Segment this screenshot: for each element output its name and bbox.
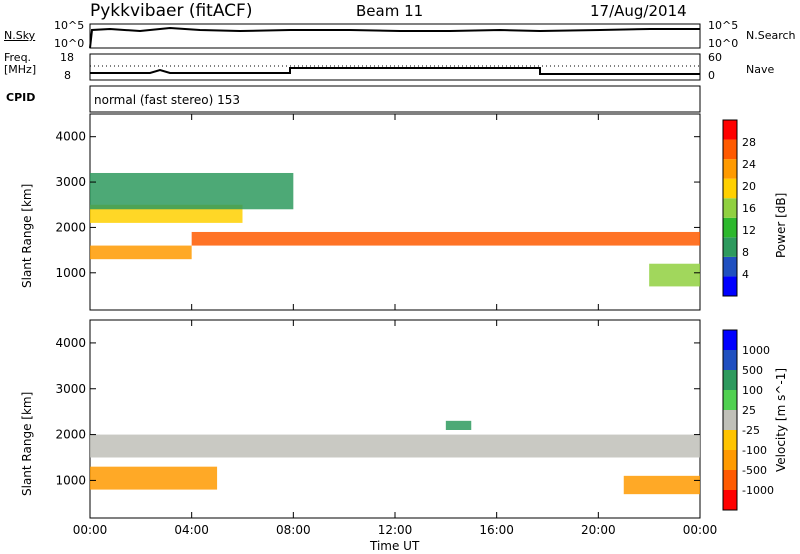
nsearch-tick-low: 10^0	[708, 37, 739, 50]
nsky-tick-low: 10^0	[54, 37, 85, 50]
nsky-panel	[89, 23, 701, 49]
power-panel	[89, 113, 701, 311]
nsearch-label: N.Search	[746, 29, 796, 42]
power-cbar-tick: 16	[742, 202, 756, 215]
freq-label-1: Freq.	[4, 51, 32, 64]
velocity-cbar-tick: -25	[742, 424, 760, 437]
power-cbar-label: Power [dB]	[774, 192, 788, 258]
velocity-cbar-tick: -100	[742, 444, 767, 457]
vel-band-0	[90, 434, 700, 458]
velocity-cbar-tick: -1000	[742, 484, 774, 497]
power-band-1	[90, 245, 192, 260]
vel-band-3	[623, 475, 700, 495]
velocity-cbar-swatch	[723, 350, 737, 370]
xtick-label: 12:00	[378, 523, 413, 537]
vel-ytick-label: 3000	[55, 382, 86, 396]
power-ytick-label: 4000	[55, 130, 86, 144]
freq-tick-low: 8	[64, 69, 71, 82]
vel-band-2	[445, 420, 472, 430]
power-cbar-swatch	[723, 120, 737, 140]
velocity-cbar-swatch	[723, 330, 737, 350]
power-ylabel: Slant Range [km]	[20, 183, 34, 288]
velocity-cbar-label: Velocity [m s^-1]	[774, 367, 788, 472]
vel-ytick-label: 2000	[55, 428, 86, 442]
freq-trace	[90, 67, 700, 75]
xtick-label: 08:00	[276, 523, 311, 537]
date-title: 17/Aug/2014	[590, 2, 687, 20]
velocity-cbar-tick: 1000	[742, 344, 770, 357]
velocity-cbar-swatch	[723, 430, 737, 450]
vel-ytick-label: 4000	[55, 336, 86, 350]
nave-label: Nave	[746, 63, 775, 76]
velocity-cbar-swatch	[723, 470, 737, 490]
velocity-cbar-swatch	[723, 450, 737, 470]
velocity-cbar-swatch	[723, 390, 737, 410]
velocity-cbar-tick: 500	[742, 364, 763, 377]
cpid-mode: normal (fast stereo) 153	[94, 93, 241, 107]
power-band-3	[649, 263, 700, 287]
nave-tick-high: 60	[708, 51, 722, 64]
power-cbar-tick: 24	[742, 158, 756, 171]
power-cbar-tick: 20	[742, 180, 756, 193]
freq-tick-high: 18	[60, 51, 74, 64]
vel-band-1	[90, 466, 218, 490]
nsearch-tick-high: 10^5	[708, 19, 739, 32]
nsky-label: N.Sky	[4, 29, 36, 42]
velocity-ylabel: Slant Range [km]	[20, 391, 34, 496]
xtick-label: 04:00	[174, 523, 209, 537]
power-ytick-label: 1000	[55, 266, 86, 280]
power-cbar-swatch	[723, 139, 737, 160]
power-cbar-tick: 12	[742, 224, 756, 237]
power-cbar-swatch	[723, 198, 737, 218]
nave-tick-low: 0	[708, 69, 715, 82]
velocity-heatmap	[90, 420, 700, 495]
velocity-cbar-tick: 100	[742, 384, 763, 397]
power-heatmap	[90, 172, 700, 287]
velocity-cbar-swatch	[723, 490, 737, 510]
power-cbar-swatch	[723, 178, 737, 199]
power-cbar-swatch	[723, 276, 737, 296]
power-band-4	[90, 172, 294, 210]
power-ytick-label: 3000	[55, 175, 86, 189]
xtick-label: 00:00	[683, 523, 718, 537]
velocity-cbar-swatch	[723, 370, 737, 390]
cpid-label: CPID	[6, 91, 36, 104]
xtick-label: 00:00	[73, 523, 108, 537]
power-cbar-swatch	[723, 237, 737, 257]
power-cbar-swatch	[723, 217, 737, 238]
cpid-panel	[89, 85, 701, 113]
velocity-colorbar: -1000 -500 -100 -25 25 100 500 1000	[722, 329, 774, 511]
power-cbar-tick: 4	[742, 268, 749, 281]
xtick-label: 20:00	[581, 523, 616, 537]
power-cbar-tick: 8	[742, 246, 749, 259]
power-cbar-tick: 28	[742, 136, 756, 149]
power-cbar-swatch	[723, 256, 737, 277]
velocity-cbar-swatch	[723, 410, 737, 430]
x-axis-label: Time UT	[370, 539, 420, 553]
power-cbar-swatch	[723, 159, 737, 179]
power-ytick-label: 2000	[55, 220, 86, 234]
velocity-panel	[89, 319, 701, 519]
freq-label-2: [MHz]	[4, 63, 37, 76]
velocity-cbar-tick: -500	[742, 464, 767, 477]
nsky-trace	[89, 26, 700, 49]
xtick-label: 16:00	[479, 523, 514, 537]
station-title: Pykkvibaer (fitACF)	[90, 1, 253, 21]
power-colorbar: 4 8 12 16 20 24 28	[722, 119, 756, 297]
vel-ytick-label: 1000	[55, 473, 86, 487]
velocity-cbar-tick: 25	[742, 404, 756, 417]
beam-title: Beam 11	[356, 2, 424, 20]
nsky-tick-high: 10^5	[54, 19, 85, 32]
freq-panel	[89, 53, 701, 81]
power-band-0	[191, 231, 700, 246]
